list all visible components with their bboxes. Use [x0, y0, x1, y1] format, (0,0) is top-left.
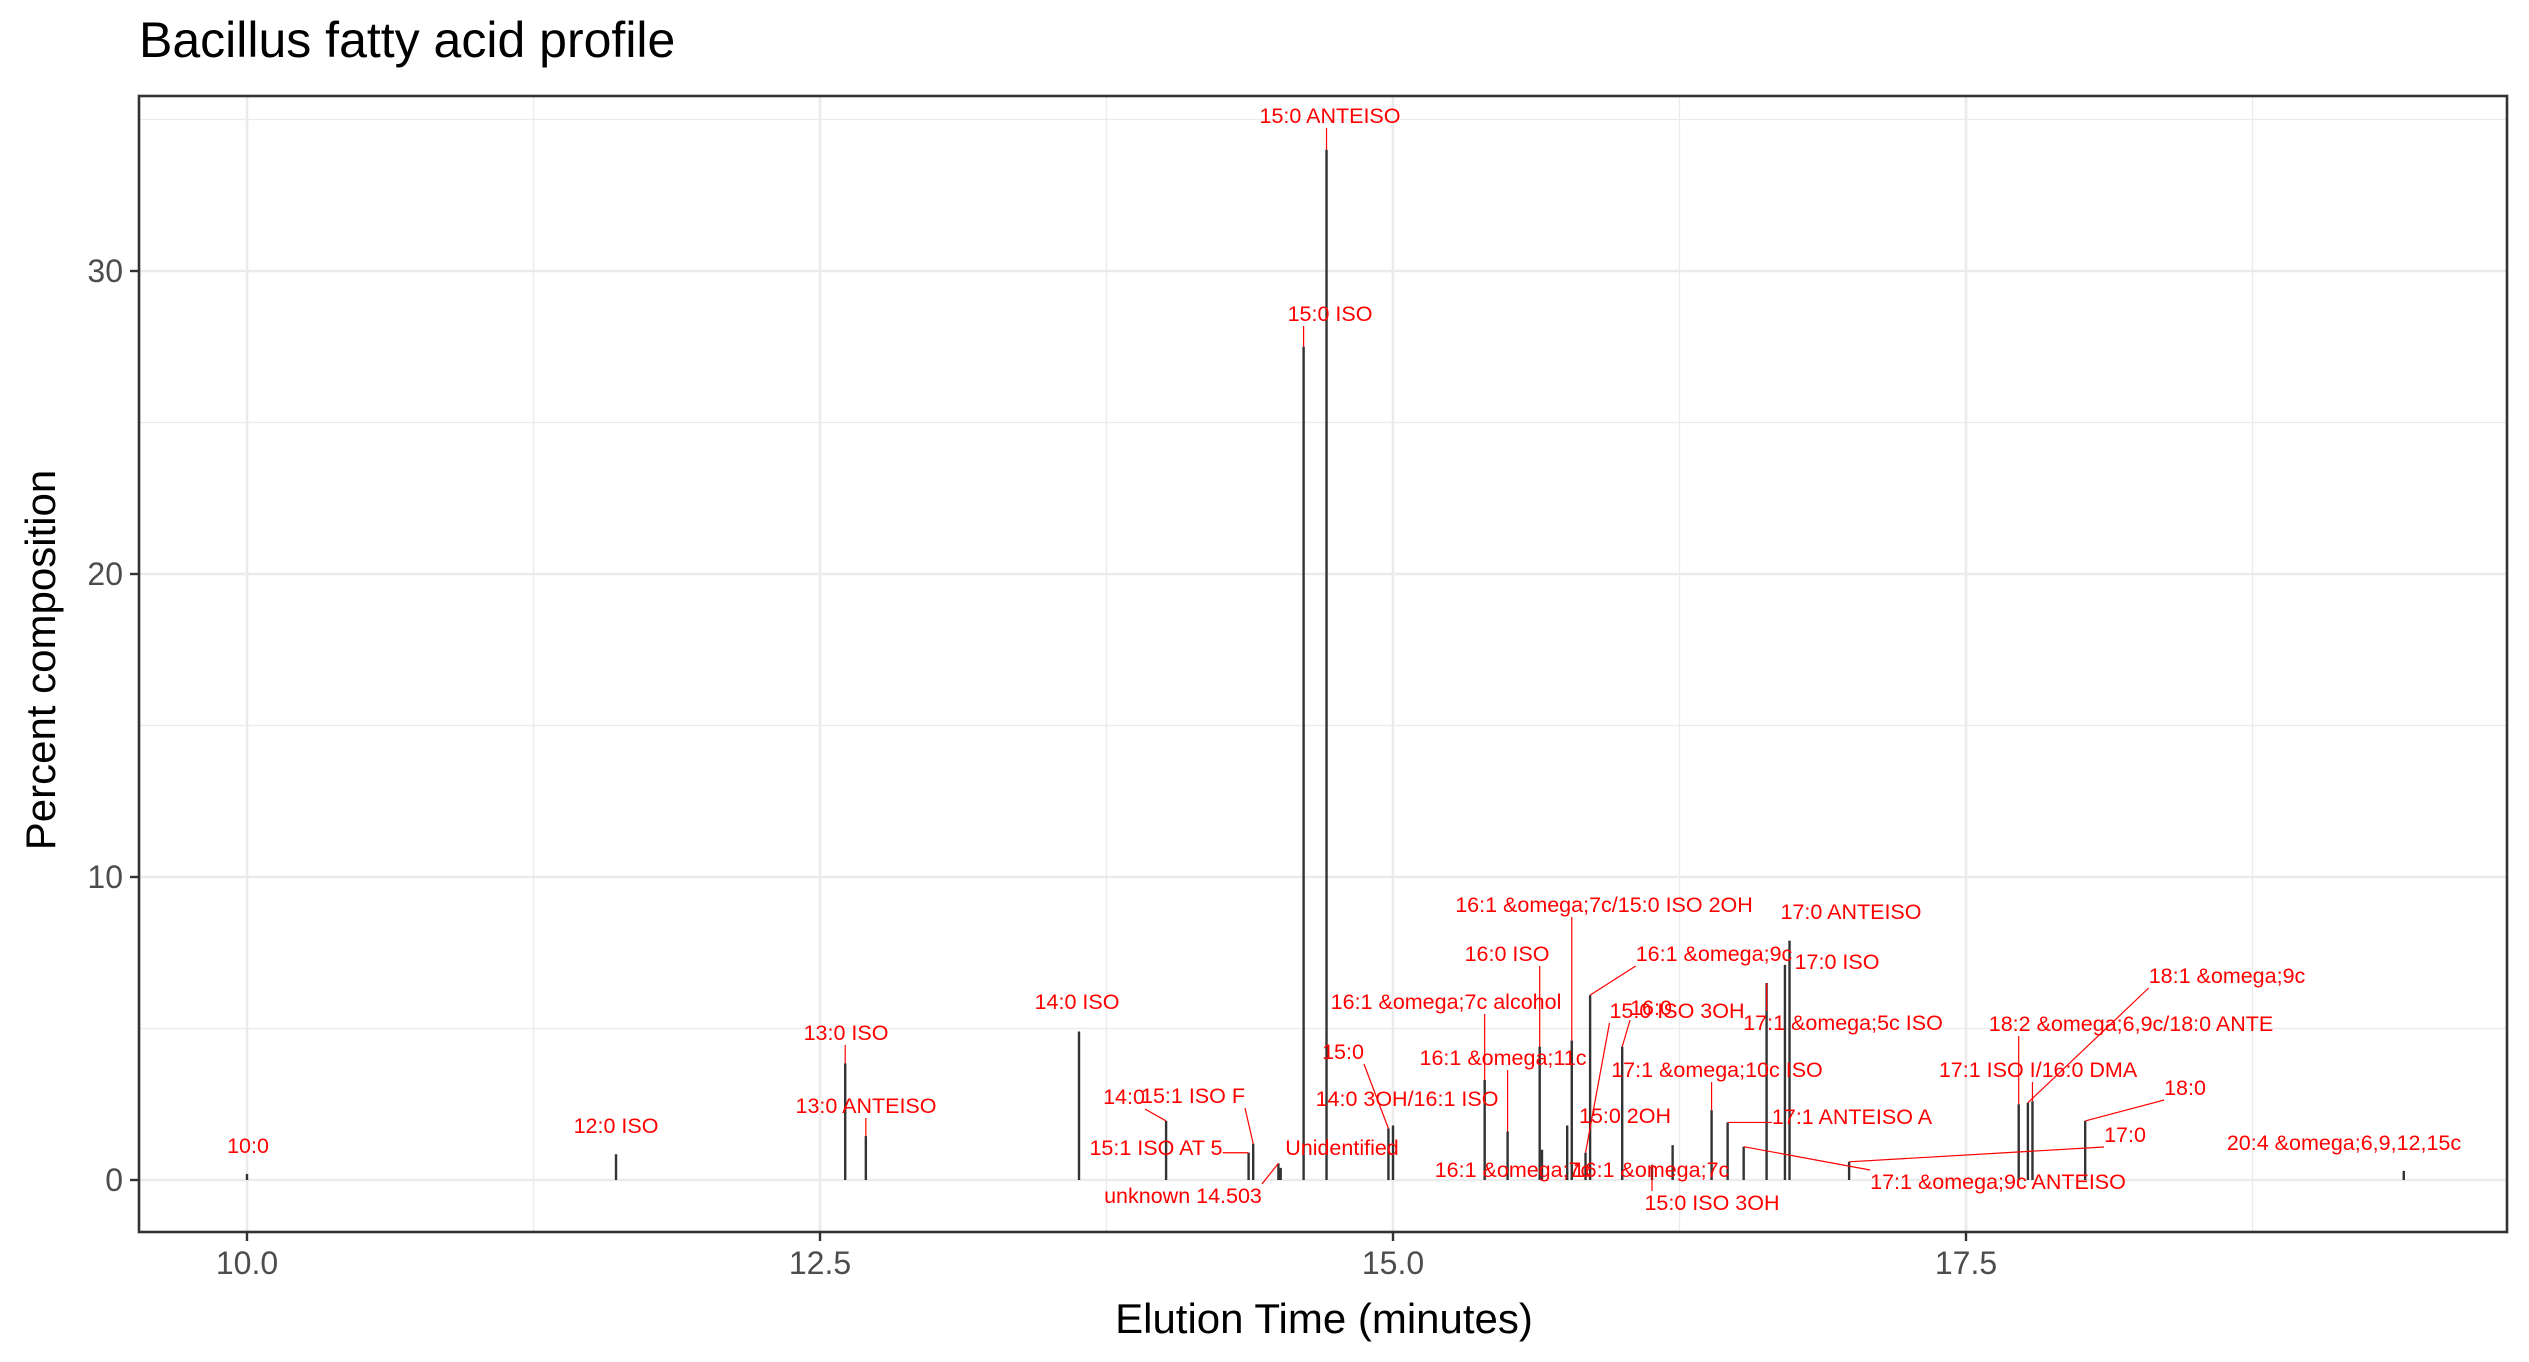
peak-label: 18:1 &omega;9c	[2149, 964, 2306, 988]
peak-label: 16:1 &omega;7c	[1435, 1158, 1592, 1182]
y-tick-label: 10	[87, 859, 123, 895]
label-connector	[2085, 1099, 2165, 1122]
label-connector	[1849, 1146, 2105, 1163]
peak-label: 17:1 &omega;5c ISO	[1743, 1011, 1943, 1035]
peak-label: 17:0 ISO	[1795, 950, 1880, 974]
label-connector	[1363, 1063, 1389, 1129]
peak-bars	[245, 149, 2405, 1180]
chart-title: Bacillus fatty acid profile	[139, 12, 675, 68]
peak-label: 17:1 &omega;9c ANTEISO	[1870, 1170, 2126, 1194]
peak-label: 13:0 ANTEISO	[795, 1094, 936, 1118]
peak-label: 15:0 ISO	[1288, 302, 1373, 326]
label-connectors	[844, 128, 2165, 1191]
plot-border	[137, 94, 2509, 1234]
y-tick-label: 30	[87, 253, 123, 289]
peak-label: 14:0 ISO	[1035, 990, 1120, 1014]
x-tick-label: 10.0	[216, 1245, 278, 1281]
peak-label: 15:0	[1322, 1040, 1364, 1064]
peak-label: 17:1 ANTEISO A	[1772, 1105, 1933, 1129]
peak-label: 16:0	[1630, 996, 1672, 1020]
peak-label: 14:0	[1103, 1085, 1145, 1109]
y-tick-label: 0	[105, 1162, 123, 1198]
peak-label: 16:1 &omega;7c/15:0 ISO 2OH	[1455, 893, 1753, 917]
peak-label: 17:1 &omega;10c ISO	[1611, 1058, 1823, 1082]
peak-label: 10:0	[227, 1134, 269, 1158]
x-tick-label: 15.0	[1362, 1245, 1424, 1281]
peak-label: 16:0 ISO	[1465, 942, 1550, 966]
peak-label: 15:1 ISO AT 5	[1089, 1136, 1222, 1160]
peak-labels: 10:0 12:0 ISO 13:0 ISO 13:0 ANTEISO 14:0 ISO…	[227, 104, 2461, 1215]
label-connector	[2027, 987, 2150, 1104]
peak-label: unknown 14.503	[1104, 1184, 1262, 1208]
y-tick-label: 20	[87, 556, 123, 592]
peak-label: 16:1 &omega;9c	[1636, 942, 1793, 966]
peak-label: 15:0 2OH	[1579, 1104, 1671, 1128]
peak-label: 15:0 ISO 3OH	[1609, 999, 1744, 1023]
gridlines	[139, 96, 2507, 1232]
peak-label: 17:0 ANTEISO	[1780, 900, 1921, 924]
label-connector	[1244, 1107, 1254, 1144]
peak-label: 15:1 ISO F	[1141, 1084, 1245, 1108]
y-axis-title: Percent composition	[17, 470, 64, 851]
peak-label: Unidentified	[1285, 1136, 1399, 1160]
peak-label: 15:0 ISO 3OH	[1644, 1191, 1779, 1215]
peak-label: 13:0 ISO	[804, 1021, 889, 1045]
peak-label: 18:0	[2164, 1076, 2206, 1100]
peak-label: 17:1 ISO I/16:0 DMA	[1939, 1058, 2138, 1082]
peak-label: 15:0 ANTEISO	[1259, 104, 1400, 128]
peak-label: 18:2 &omega;6,9c/18:0 ANTE	[1989, 1012, 2273, 1036]
x-tick-label: 12.5	[789, 1245, 851, 1281]
label-connector	[1743, 1146, 1871, 1171]
label-connector	[1621, 1019, 1631, 1047]
axis-ticks: 10.0 12.5 15.0 17.5 0 10 20 30	[87, 94, 2509, 1281]
label-connector	[1144, 1108, 1167, 1122]
peak-label: 14:0 3OH/16:1 ISO	[1316, 1087, 1499, 1111]
peak-label: 16:1 &omega;7c	[1573, 1158, 1730, 1182]
peak-label: 16:1 &omega;11c	[1420, 1046, 1587, 1070]
x-axis-title: Elution Time (minutes)	[1115, 1295, 1533, 1342]
label-connector	[1589, 965, 1637, 996]
peak-label: 12:0 ISO	[574, 1114, 659, 1138]
label-connector	[1261, 1162, 1279, 1185]
peak-label: 16:1 &omega;7c alcohol	[1331, 990, 1562, 1014]
label-connector	[1584, 1022, 1611, 1153]
peak-label: 17:0	[2104, 1123, 2146, 1147]
peak-label: 20:4 &omega;6,9,12,15c	[2227, 1131, 2462, 1155]
x-tick-label: 17.5	[1935, 1245, 1997, 1281]
